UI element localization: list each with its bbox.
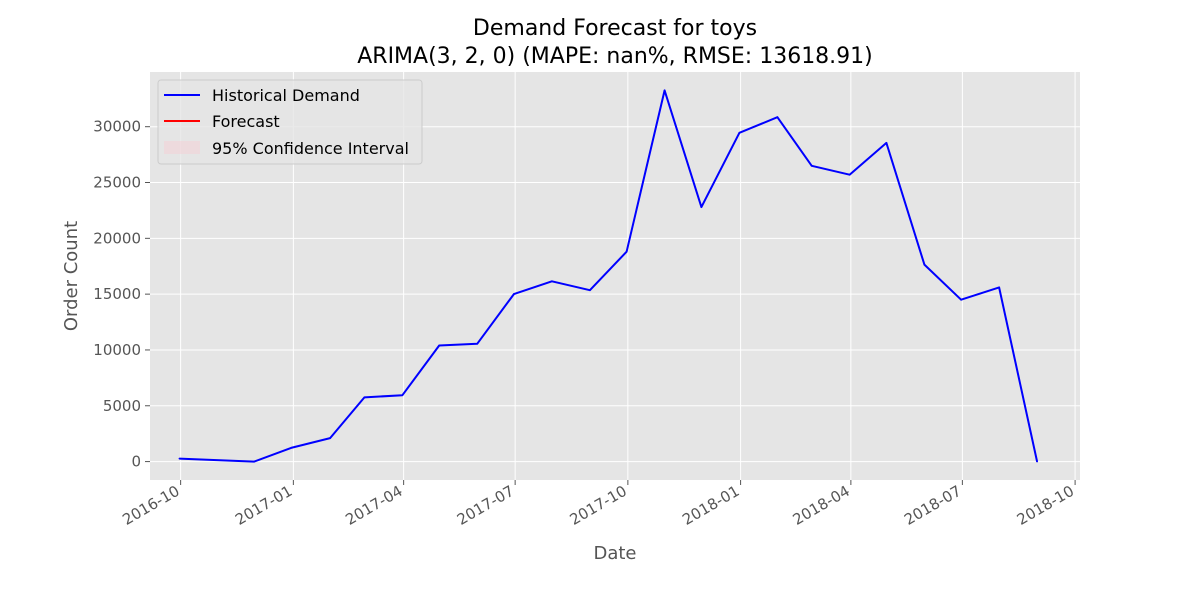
y-tick-label: 5000 (103, 397, 141, 415)
x-tick-label: 2017-07 (454, 482, 517, 529)
x-tick-label: 2018-04 (790, 482, 853, 529)
series-layer (178, 89, 1039, 463)
data-point (663, 89, 666, 92)
data-point (885, 142, 888, 144)
x-tick-label: 2017-04 (342, 482, 405, 529)
x-tick-label: 2016-10 (119, 482, 182, 529)
data-point (291, 446, 293, 449)
x-ticks: 2016-10 2017-01 2017-04 2017-07 2017-10 2018-… (119, 480, 1077, 529)
data-point (810, 165, 813, 167)
y-tick-label: 10000 (93, 341, 141, 359)
legend-label-confidence: 95% Confidence Interval (212, 139, 409, 158)
data-point (776, 116, 779, 118)
data-point (551, 280, 553, 283)
x-tick-label: 2017-01 (232, 482, 295, 529)
y-tick-label: 25000 (93, 174, 141, 192)
y-tick-label: 30000 (93, 118, 141, 136)
data-point (178, 457, 181, 460)
data-point (513, 293, 515, 295)
y-axis-label: Order Count (61, 221, 82, 331)
data-point (438, 344, 441, 347)
data-point (848, 173, 851, 176)
legend: Historical Demand Forecast 95% Confidenc… (157, 79, 423, 165)
y-tick-label: 20000 (93, 229, 141, 247)
data-point (625, 250, 628, 253)
legend-label-forecast: Forecast (212, 112, 280, 131)
chart-subtitle: ARIMA(3, 2, 0) (MAPE: nan%, RMSE: 13618.… (357, 44, 873, 69)
data-point (253, 460, 255, 463)
data-point (700, 206, 703, 208)
legend-box (157, 79, 423, 165)
data-point (998, 286, 1000, 289)
data-point (960, 298, 962, 301)
data-point (476, 343, 479, 345)
data-point (738, 132, 741, 134)
legend-label-historical: Historical Demand (212, 86, 360, 105)
y-tick-label: 15000 (93, 285, 141, 303)
data-point (363, 396, 366, 399)
data-point (401, 394, 404, 397)
y-ticks: 0 5000 10000 15000 20000 25000 30000 (93, 118, 150, 471)
x-tick-label: 2017-10 (567, 482, 630, 529)
chart-title: Demand Forecast for toys (473, 16, 757, 41)
x-tick-label: 2018-10 (1014, 482, 1077, 529)
legend-swatch-confidence (164, 141, 200, 154)
x-axis-label: Date (593, 543, 636, 564)
data-point (589, 289, 591, 292)
x-tick-label: 2018-07 (901, 482, 964, 529)
y-tick-label: 0 (131, 453, 141, 471)
data-point (1036, 460, 1038, 463)
data-point (329, 437, 331, 439)
data-point (923, 263, 926, 266)
x-tick-label: 2018-01 (679, 482, 742, 529)
